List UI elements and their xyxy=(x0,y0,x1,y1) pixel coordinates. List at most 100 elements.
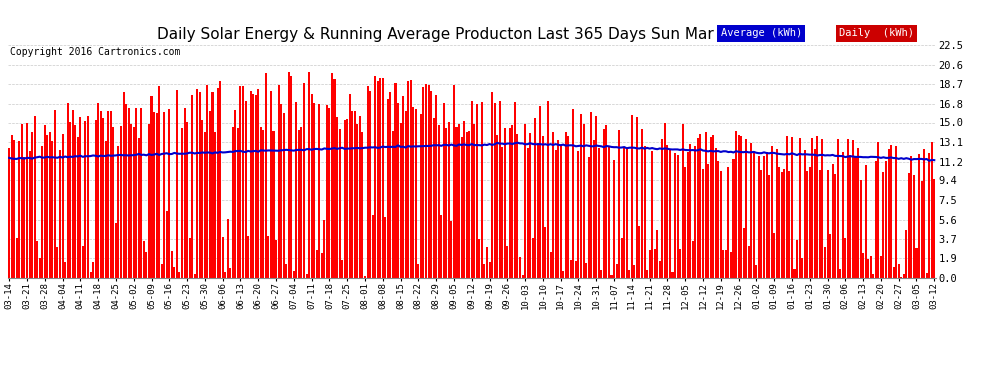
Bar xyxy=(130,124,133,278)
Bar xyxy=(158,86,160,278)
Bar xyxy=(768,175,770,278)
Bar xyxy=(512,125,514,278)
Bar xyxy=(371,215,373,278)
Bar xyxy=(49,132,50,278)
Bar xyxy=(905,230,908,278)
Bar xyxy=(189,238,191,278)
Bar xyxy=(230,268,232,278)
Bar xyxy=(758,156,760,278)
Bar xyxy=(588,157,590,278)
Bar xyxy=(903,274,905,278)
Bar xyxy=(705,132,707,278)
Bar xyxy=(755,265,757,278)
Bar xyxy=(219,81,221,278)
Bar xyxy=(567,136,569,278)
Bar xyxy=(84,121,86,278)
Bar xyxy=(232,128,234,278)
Bar xyxy=(280,104,282,278)
Bar xyxy=(389,92,391,278)
Bar xyxy=(710,137,712,278)
Bar xyxy=(796,240,798,278)
Bar xyxy=(835,174,837,278)
Bar xyxy=(346,119,348,278)
Bar xyxy=(664,123,666,278)
Bar xyxy=(814,150,816,278)
Bar xyxy=(311,94,313,278)
Bar xyxy=(376,81,379,278)
Bar xyxy=(501,147,503,278)
Bar xyxy=(26,123,28,278)
Bar xyxy=(13,141,15,278)
Bar xyxy=(496,135,498,278)
Bar xyxy=(176,90,178,278)
Bar xyxy=(641,129,644,278)
Bar xyxy=(359,116,361,278)
Bar xyxy=(717,161,720,278)
Bar xyxy=(603,129,605,278)
Bar xyxy=(44,125,46,278)
Bar xyxy=(644,146,645,278)
Bar xyxy=(857,148,859,278)
Bar xyxy=(430,91,432,278)
Bar xyxy=(801,258,803,278)
Bar xyxy=(778,167,780,278)
Bar xyxy=(844,238,846,278)
Bar xyxy=(51,141,53,278)
Bar xyxy=(206,85,209,278)
Bar xyxy=(447,122,449,278)
Bar xyxy=(100,111,102,278)
Bar xyxy=(455,127,457,278)
Bar xyxy=(123,92,125,278)
Bar xyxy=(265,73,267,278)
Bar xyxy=(684,166,686,278)
Bar xyxy=(877,142,879,278)
Bar xyxy=(95,120,97,278)
Bar xyxy=(178,272,180,278)
Bar xyxy=(735,131,738,278)
Bar xyxy=(186,122,188,278)
Bar xyxy=(481,102,483,278)
Bar xyxy=(895,146,897,278)
Bar xyxy=(433,118,435,278)
Bar xyxy=(499,101,501,278)
Bar xyxy=(110,111,112,278)
Bar xyxy=(64,262,66,278)
Bar xyxy=(107,111,109,278)
Bar xyxy=(366,86,368,278)
Bar xyxy=(852,140,854,278)
Bar xyxy=(118,146,120,278)
Bar xyxy=(806,171,808,278)
Bar xyxy=(745,139,747,278)
Bar xyxy=(682,123,684,278)
Bar xyxy=(606,125,608,278)
Bar xyxy=(840,269,842,278)
Bar xyxy=(593,140,595,278)
Bar xyxy=(133,127,135,278)
Bar xyxy=(872,274,874,278)
Bar xyxy=(53,110,56,278)
Bar xyxy=(252,94,254,278)
Bar xyxy=(450,221,452,278)
Title: Daily Solar Energy & Running Average Producton Last 365 Days Sun Mar 13 18:31: Daily Solar Energy & Running Average Pro… xyxy=(157,27,786,42)
Bar xyxy=(532,238,534,278)
Bar xyxy=(562,271,564,278)
Bar xyxy=(656,230,658,278)
Bar xyxy=(212,92,214,278)
Bar xyxy=(882,172,884,278)
Bar xyxy=(353,111,355,278)
Bar xyxy=(183,108,185,278)
Bar xyxy=(329,108,331,278)
Bar xyxy=(530,133,532,278)
Bar xyxy=(580,114,582,278)
Bar xyxy=(890,145,892,278)
Bar xyxy=(270,91,272,278)
Bar xyxy=(723,250,725,278)
Bar xyxy=(700,134,702,278)
Bar xyxy=(519,257,521,278)
Bar xyxy=(887,149,890,278)
Bar xyxy=(491,92,493,278)
Bar xyxy=(168,109,170,278)
Bar xyxy=(191,95,193,278)
Bar xyxy=(791,137,793,278)
Bar xyxy=(82,246,84,278)
